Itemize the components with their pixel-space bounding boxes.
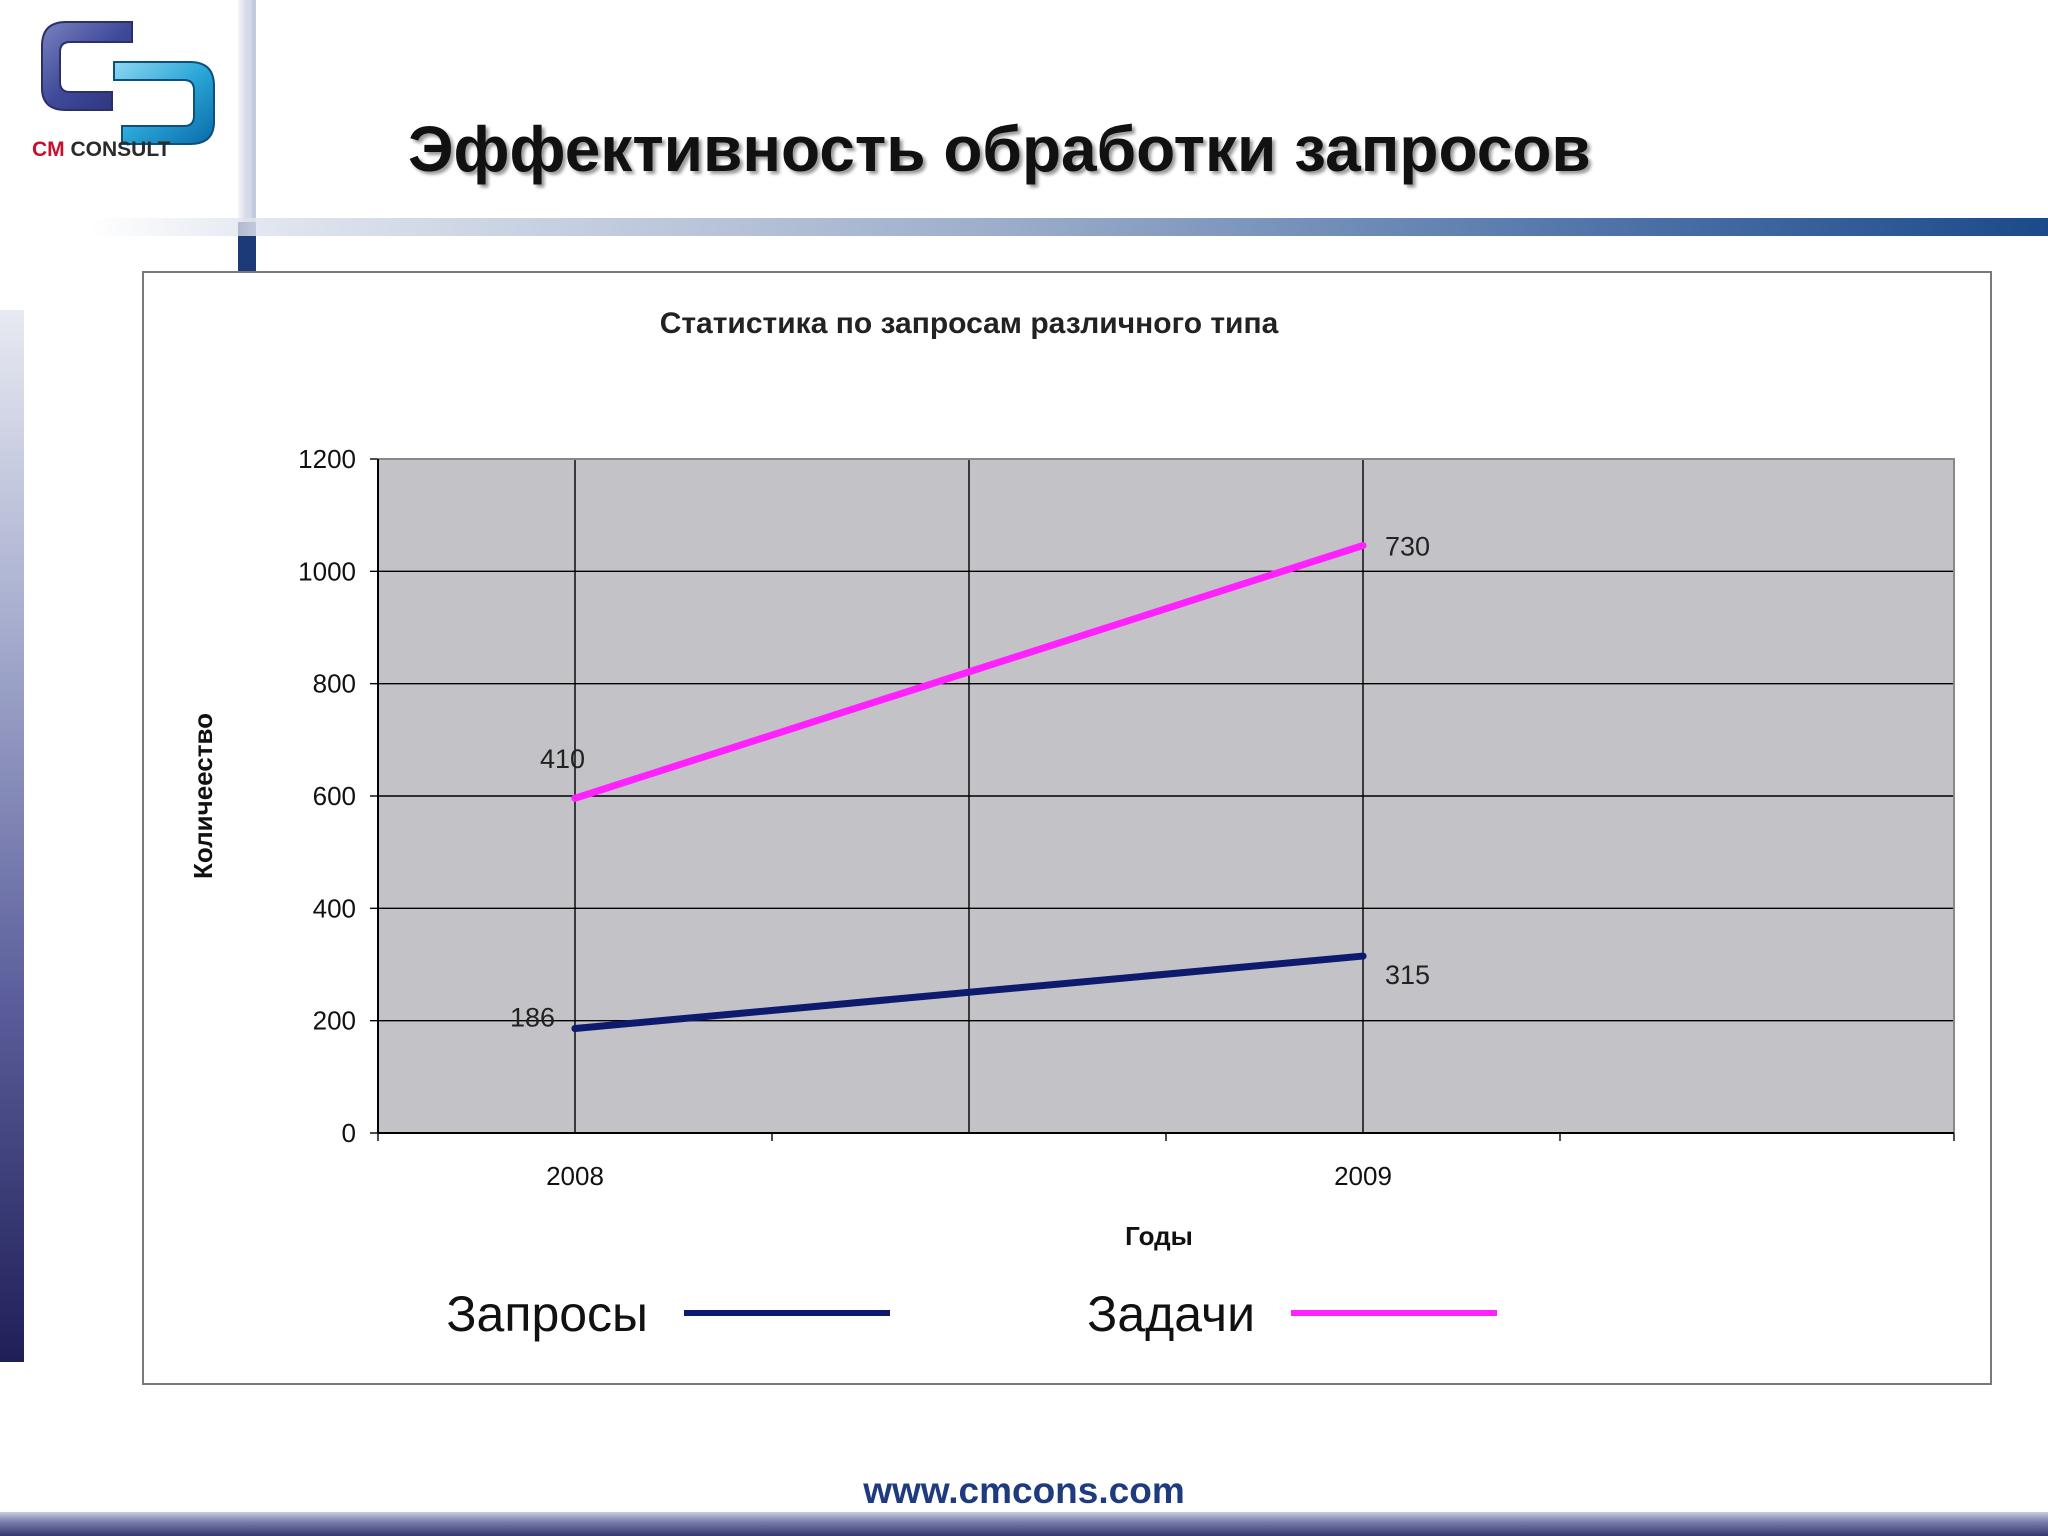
- y-tick-label: 0: [342, 1118, 356, 1148]
- legend-label: Задачи: [1087, 1286, 1255, 1342]
- footer-bar: [0, 1512, 2048, 1536]
- data-label: 315: [1385, 960, 1430, 990]
- series-point: [571, 1025, 579, 1033]
- header-vertical-bar: [238, 0, 256, 272]
- series-point: [571, 794, 579, 802]
- x-tick-label: 2009: [1334, 1161, 1392, 1191]
- y-tick-label: 1000: [298, 556, 356, 586]
- series-line-2: [571, 541, 1367, 802]
- data-label: 730: [1385, 531, 1430, 561]
- y-tick-label: 200: [313, 1006, 356, 1036]
- y-tick-label: 1200: [298, 444, 356, 474]
- footer-url[interactable]: www.cmcons.com: [863, 1470, 1185, 1511]
- logo-mark-icon: [41, 21, 215, 145]
- series-point: [1359, 952, 1367, 960]
- left-accent-bar: [0, 310, 24, 1362]
- y-axis-title: Количеество: [188, 713, 218, 879]
- line-chart: Статистика по запросам различного типа 0…: [188, 307, 1955, 1342]
- logo-consult-text: CONSULT: [64, 138, 171, 161]
- axes: [370, 458, 1955, 1141]
- header-horizontal-band: [90, 218, 2048, 236]
- chart-frame: Статистика по запросам различного типа 0…: [142, 271, 1992, 1385]
- y-tick-label: 800: [313, 669, 356, 699]
- x-axis-title: Годы: [1125, 1221, 1193, 1251]
- logo-wordmark: CM CONSULT: [32, 138, 170, 162]
- chart-title: Статистика по запросам различного типа: [660, 307, 1279, 340]
- x-tick-label: 2008: [546, 1161, 604, 1191]
- logo-cm-text: CM: [32, 138, 65, 161]
- tick-labels: 0 200 400 600 800 1000 1200 2008 2009: [298, 444, 1392, 1191]
- data-label: 186: [510, 1003, 555, 1033]
- series-point: [1359, 541, 1367, 549]
- y-tick-label: 400: [313, 893, 356, 923]
- legend: Запросы Задачи: [446, 1286, 1497, 1342]
- cm-consult-logo: CM CONSULT: [14, 10, 224, 162]
- series-lines: [571, 541, 1367, 1033]
- y-tick-label: 600: [313, 781, 356, 811]
- data-label: 410: [540, 744, 585, 774]
- series-line-1: [571, 952, 1367, 1033]
- legend-label: Запросы: [446, 1286, 648, 1342]
- page-title: Эффективность обработки запросов: [408, 113, 1591, 185]
- data-labels: 186 315 410 730: [510, 531, 1430, 1032]
